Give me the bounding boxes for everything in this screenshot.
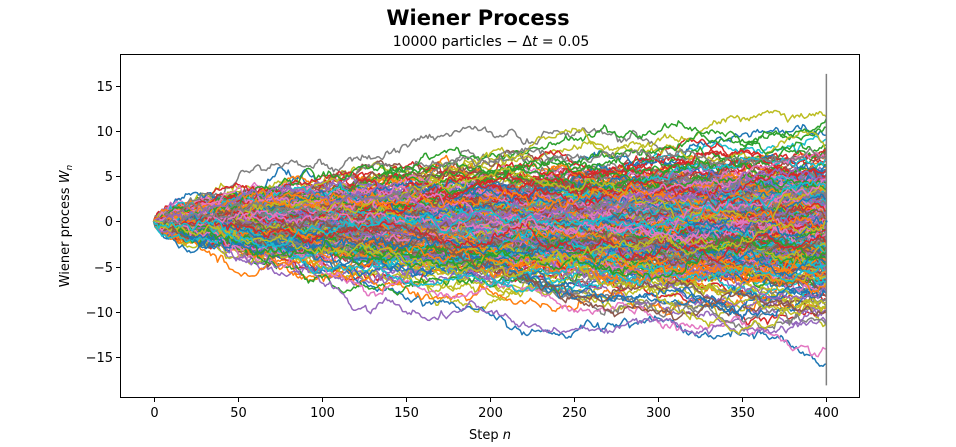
- particle-path: [153, 220, 828, 281]
- particle-path: [152, 213, 827, 317]
- x-tick-label: 250: [562, 406, 587, 421]
- y-tick-label: 10: [96, 125, 113, 140]
- x-tick-label: 150: [394, 406, 419, 421]
- x-tick-label: 350: [730, 406, 755, 421]
- particle-path: [152, 149, 827, 230]
- x-axis-label-variable: n: [503, 428, 511, 443]
- y-axis-label-text: Wiener process: [58, 183, 73, 287]
- x-axis-label: Step n: [469, 428, 511, 443]
- subtitle-suffix: = 0.05: [537, 34, 589, 50]
- chart-subtitle: 10000 particles − Δt = 0.05: [393, 34, 590, 50]
- plot-frame: [120, 54, 860, 398]
- final-series-point: [825, 220, 828, 223]
- particle-path: [152, 180, 827, 249]
- particle-path: [153, 213, 828, 313]
- chart-title: Wiener Process: [386, 6, 569, 30]
- y-tick-label: −5: [94, 261, 113, 276]
- x-tick-label: 50: [230, 406, 247, 421]
- particle-path: [153, 166, 827, 235]
- particle-path: [153, 147, 828, 225]
- particle-path: [153, 219, 827, 278]
- particle-path: [153, 166, 827, 229]
- x-tick-label: 400: [814, 406, 839, 421]
- particle-path: [153, 192, 827, 277]
- x-tick-label: 100: [310, 406, 335, 421]
- particle-path: [153, 109, 827, 226]
- y-axis: 15 10 5 0 −5 −10 −15: [86, 80, 120, 366]
- subtitle-variable: t: [532, 34, 538, 50]
- particle-path: [152, 216, 827, 336]
- y-tick-label: 0: [105, 215, 113, 230]
- x-tick-label: 200: [478, 406, 503, 421]
- particle-path: [153, 167, 827, 225]
- x-tick-label: 0: [150, 406, 158, 421]
- x-axis-label-text: Step: [469, 428, 503, 443]
- y-axis-label: Wiener process Wn: [58, 164, 75, 287]
- particle-path: [153, 178, 827, 237]
- particle-path: [153, 156, 827, 224]
- particle-path: [153, 213, 828, 294]
- y-axis-label-subscript: n: [65, 164, 75, 170]
- x-axis: 0 50 100 150 200 250 300 350 400: [150, 398, 839, 421]
- particle-path: [153, 214, 828, 263]
- series-layer: [152, 73, 828, 386]
- y-tick-label: 5: [105, 170, 113, 185]
- y-tick-label: 15: [96, 80, 113, 95]
- particle-path: [152, 209, 827, 255]
- particle-path: [153, 192, 827, 254]
- y-axis-label-variable: W: [58, 169, 73, 183]
- y-tick-label: −10: [86, 306, 113, 321]
- x-tick-label: 300: [646, 406, 671, 421]
- y-tick-label: −15: [86, 351, 113, 366]
- particle-path: [153, 219, 827, 316]
- subtitle-prefix: 10000 particles − Δ: [393, 34, 533, 50]
